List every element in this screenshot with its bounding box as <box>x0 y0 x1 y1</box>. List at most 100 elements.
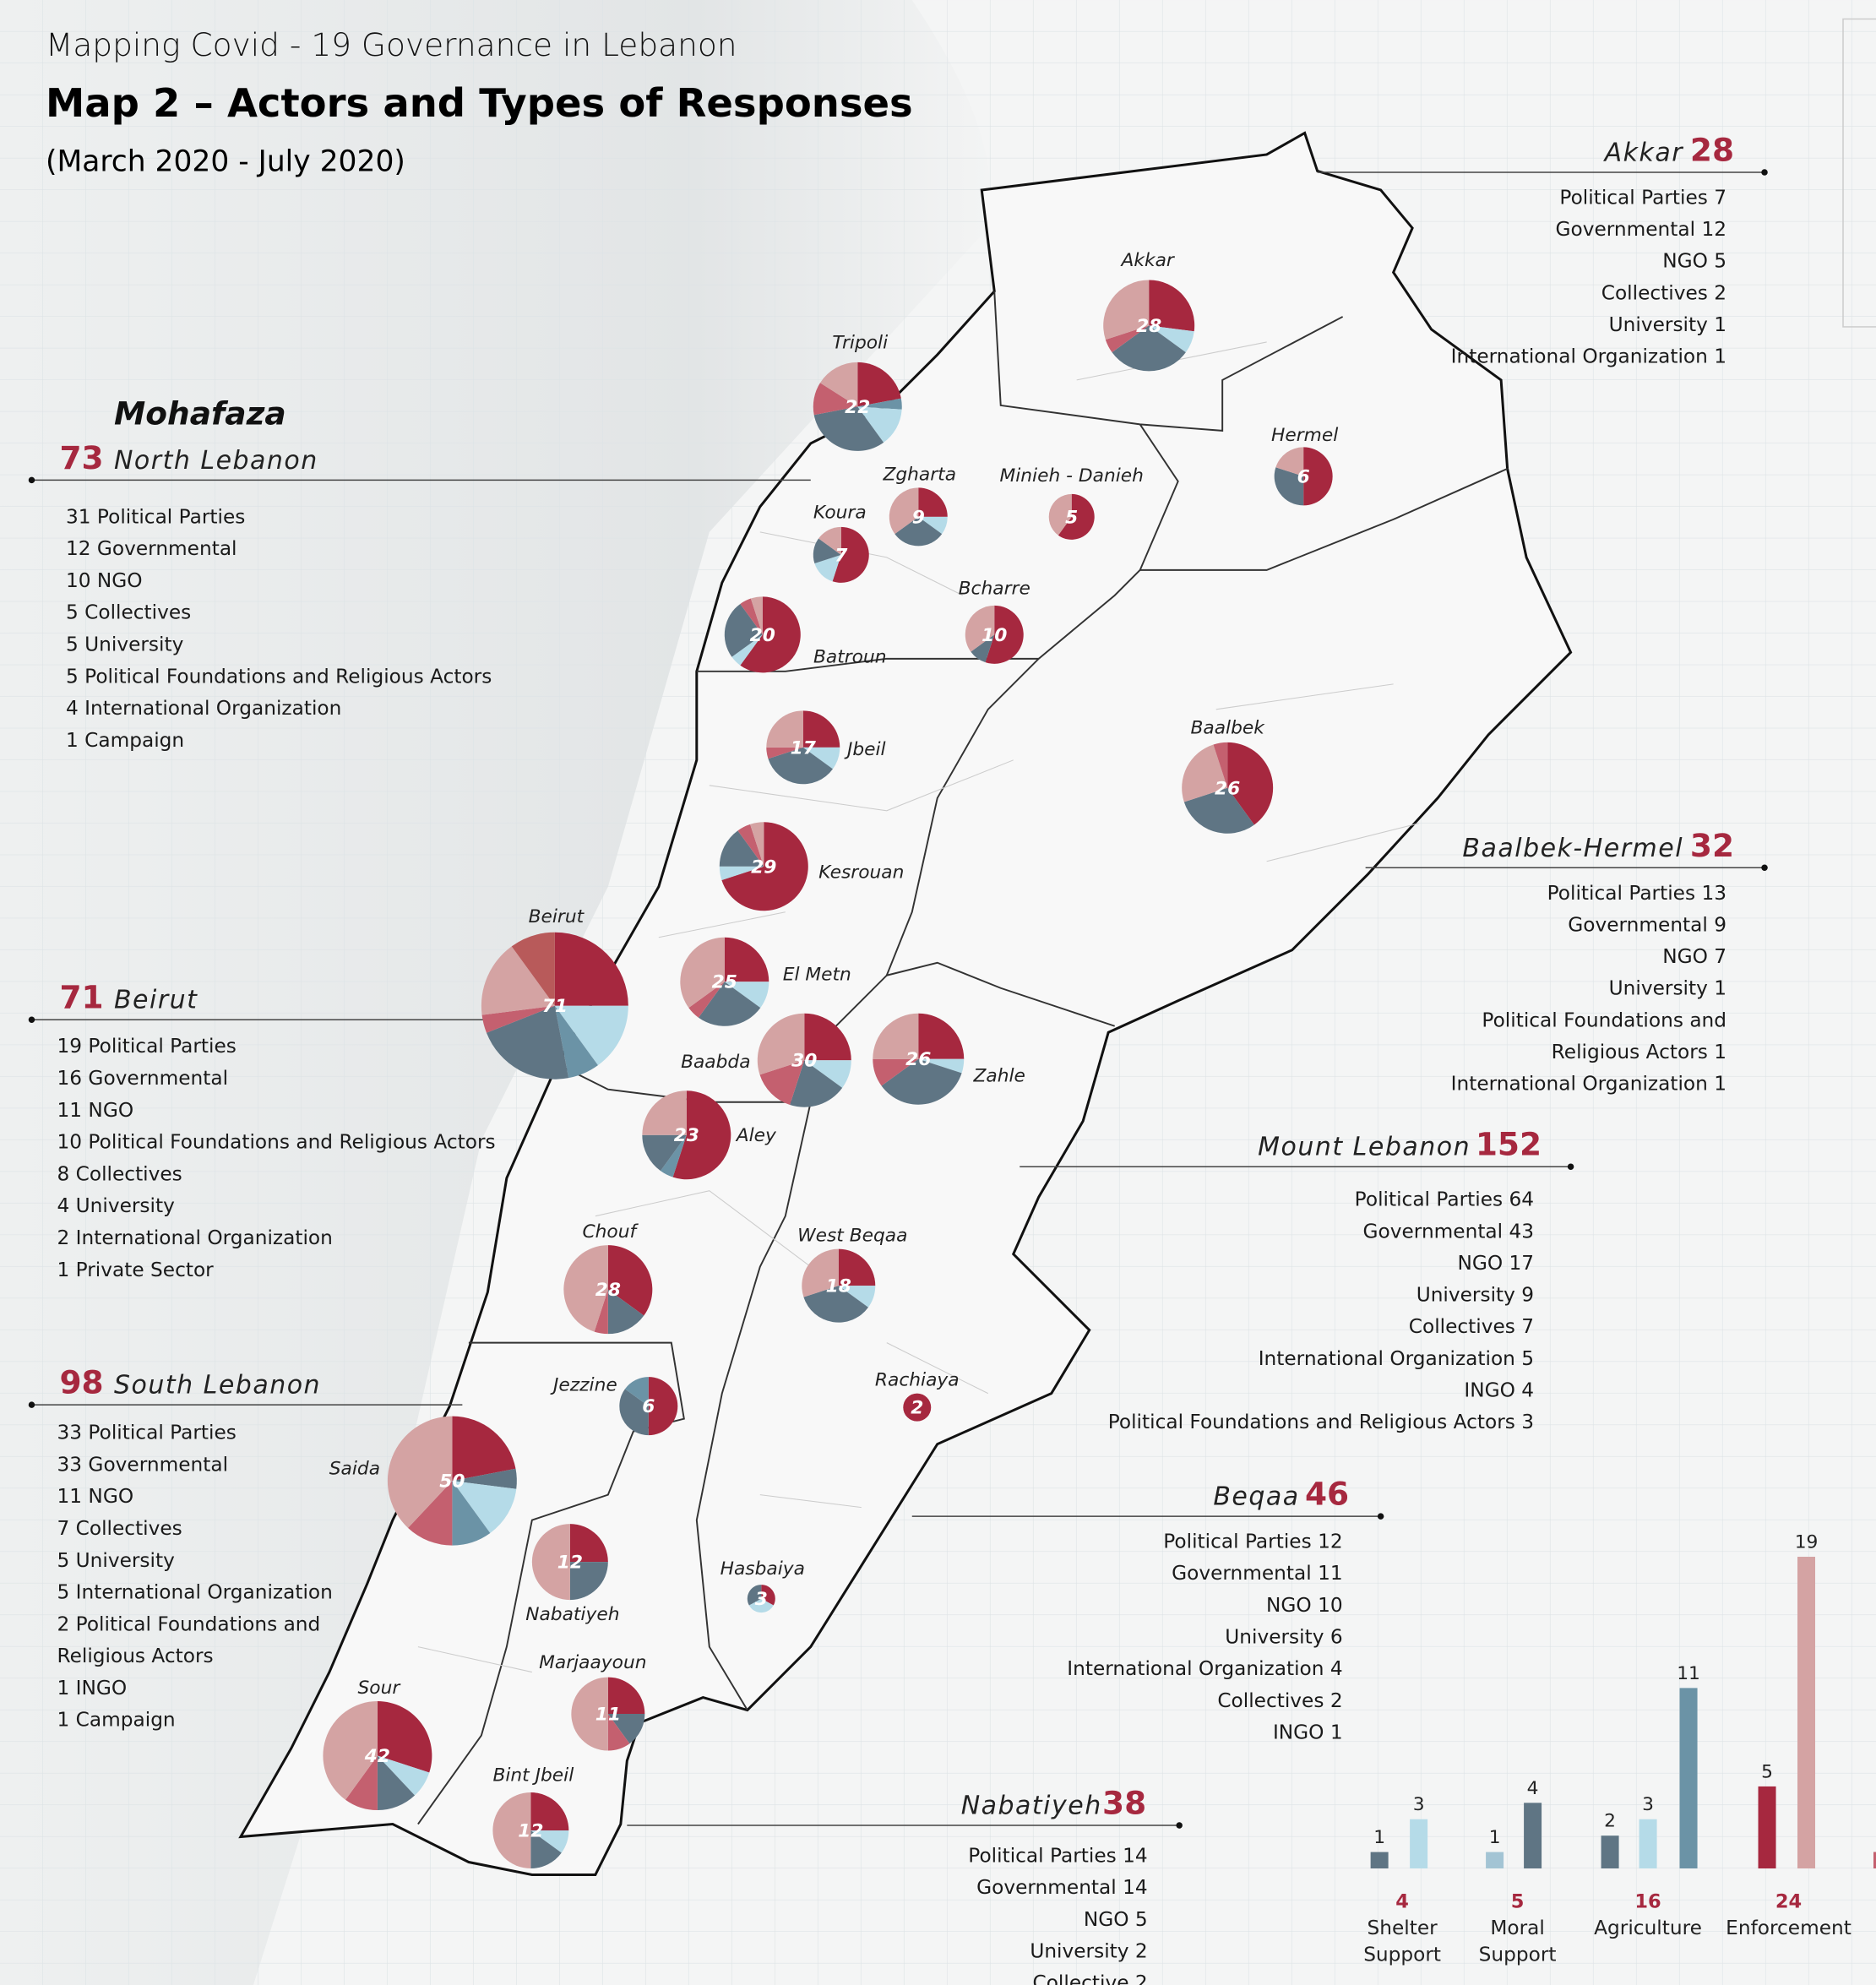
actor-count-item: NGO 10 <box>1266 1594 1343 1617</box>
district-pie: 3 Hasbaiya <box>720 1558 805 1613</box>
pie-slice <box>857 406 902 443</box>
pie-slice <box>387 1416 453 1528</box>
district-total: 17 <box>791 737 817 759</box>
category-label: Moral <box>1490 1917 1545 1939</box>
district-pie: 22 Tripoli <box>813 332 902 451</box>
pie-slice <box>873 1058 919 1086</box>
category-label: Support <box>1363 1943 1441 1966</box>
mohafaza-name: Beqaa <box>1213 1482 1299 1512</box>
bar <box>1370 1852 1389 1869</box>
district-total: 18 <box>826 1276 851 1297</box>
pie-slice <box>1275 447 1304 476</box>
mohafaza-name: Baalbek-Hermel <box>1462 834 1683 863</box>
pie-slice <box>607 1677 645 1715</box>
actor-count-item: 19 Political Parties <box>57 1035 236 1058</box>
actor-count-item: Political Parties 7 <box>1559 186 1726 209</box>
pie-slice <box>698 982 761 1026</box>
district-name: Zgharta <box>882 464 956 485</box>
pie-slice <box>918 1013 965 1059</box>
pie-slice <box>804 1013 851 1061</box>
actor-count-item: 11 NGO <box>57 1485 133 1508</box>
pie-slice <box>750 596 763 635</box>
bar-value-label: 5 <box>1761 1761 1773 1782</box>
district-name: Batroun <box>813 646 887 667</box>
district-pie: 11 Marjaayoun <box>539 1652 647 1751</box>
district-name: Hasbaiya <box>720 1558 805 1580</box>
mohafaza-name: North Lebanon <box>114 446 318 476</box>
category-total: 5 <box>1511 1891 1525 1913</box>
district-total: 25 <box>712 972 737 993</box>
actor-count-item: 5 University <box>57 1549 175 1572</box>
district-pie: 20 Batroun <box>724 596 887 673</box>
pie-slice <box>607 1289 644 1335</box>
pie-slice <box>719 866 764 881</box>
district-pie: 6 Hermel <box>1271 425 1338 506</box>
pie-slice <box>377 1755 416 1811</box>
actor-count-item: Religious Actors <box>57 1645 213 1667</box>
actor-count-item: Religious Actors 1 <box>1552 1041 1726 1063</box>
bar <box>1873 1852 1876 1869</box>
actor-count-item: International Organization 4 <box>1067 1657 1342 1680</box>
district-name: Nabatiyeh <box>525 1604 619 1625</box>
pie-slice <box>1048 493 1072 536</box>
pie-slice <box>737 824 764 867</box>
actor-count-item: University 6 <box>1225 1626 1342 1649</box>
district-pie: 23 Aley <box>642 1090 777 1180</box>
actor-count-item: International Organization 1 <box>1451 345 1726 368</box>
district-total: 2 <box>911 1398 923 1419</box>
pie-slice <box>642 1090 687 1135</box>
actor-count-item: Collectives 2 <box>1601 281 1726 304</box>
district-pie: 17 Jbeil <box>766 710 886 785</box>
pie-slice <box>881 1058 962 1105</box>
actor-count-item: Governmental 11 <box>1172 1562 1343 1585</box>
pie-slice <box>724 937 769 982</box>
actor-count-item: University 1 <box>1609 313 1726 336</box>
pie-slice <box>377 1755 430 1796</box>
pie-slice <box>768 747 833 785</box>
district-total: 29 <box>751 857 776 878</box>
district-total: 23 <box>674 1125 699 1146</box>
bar <box>1524 1803 1542 1869</box>
district-pie: 50 Saida <box>329 1416 517 1546</box>
district-name: West Beqaa <box>797 1226 907 1247</box>
actor-count-item: Collectives 2 <box>1217 1689 1342 1712</box>
district-total: 12 <box>518 1821 543 1842</box>
pie-slice <box>813 406 884 451</box>
district-total: 20 <box>750 625 775 646</box>
district-pie: 2 Rachiaya <box>875 1370 960 1422</box>
pie-slice <box>594 1289 608 1335</box>
district-pie: 28 Chouf <box>563 1221 653 1335</box>
pie-slice <box>814 554 841 582</box>
pie-slice <box>377 1701 432 1773</box>
mohafaza-name: Mount Lebanon <box>1258 1133 1471 1162</box>
pie-slice <box>1105 325 1150 353</box>
pie-slice <box>740 598 763 635</box>
district-pie: 6 Jezzine <box>550 1375 678 1436</box>
pie-slice <box>971 634 995 663</box>
bar-value-label: 1 <box>1373 1827 1385 1848</box>
actor-count-item: International Organization 1 <box>1451 1073 1726 1096</box>
pie-slice <box>802 1248 839 1297</box>
district-total: 11 <box>595 1705 621 1726</box>
district-total: 26 <box>905 1049 931 1070</box>
district-name: Bint Jbeil <box>492 1765 574 1786</box>
pie-slice <box>721 822 808 911</box>
pie-slice <box>530 1792 569 1831</box>
pie-slice <box>452 1481 517 1533</box>
actor-count-item: 2 Political Foundations and <box>57 1612 320 1635</box>
pie-slice <box>832 526 869 583</box>
actor-count-item: Political Parties 14 <box>968 1845 1147 1868</box>
pie-slice <box>511 932 555 1006</box>
map-title: Map 2 – Actors and Types of Responses <box>46 80 913 126</box>
pie-slice <box>790 1060 843 1107</box>
actor-count-item: INGO 1 <box>1273 1721 1343 1743</box>
actor-count-item: 12 Governmental <box>66 537 237 560</box>
district-name: Koura <box>813 502 867 523</box>
actor-count-item: INGO 4 <box>1464 1379 1534 1402</box>
pie-slice <box>802 710 840 748</box>
pie-slice <box>724 603 763 657</box>
pie-slice <box>740 596 801 673</box>
actor-count-item: 5 International Organization <box>57 1581 332 1604</box>
